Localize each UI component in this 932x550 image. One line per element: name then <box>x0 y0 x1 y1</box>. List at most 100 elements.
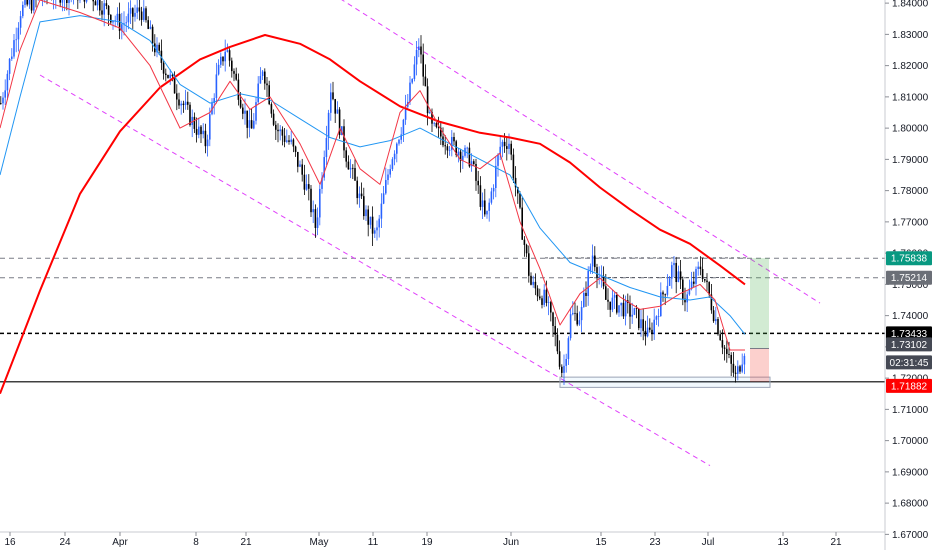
candle-body <box>466 147 468 149</box>
candle-body <box>574 312 576 314</box>
candle-body <box>338 109 341 136</box>
candle-body <box>660 292 662 317</box>
candle-body <box>706 280 708 283</box>
candle-body <box>624 300 627 317</box>
candle-body <box>233 71 235 74</box>
candle-body <box>180 103 182 106</box>
candle <box>501 139 504 158</box>
candle <box>33 0 35 14</box>
candle-body <box>688 288 691 295</box>
candle-body <box>30 0 33 11</box>
candle <box>167 74 169 79</box>
candle <box>231 57 233 78</box>
candle <box>77 0 79 9</box>
candle-body <box>646 327 649 337</box>
candle <box>283 127 286 148</box>
candle <box>631 302 633 324</box>
candle <box>13 34 15 59</box>
candle-body <box>640 319 642 329</box>
candle <box>125 16 127 33</box>
candle-body <box>532 281 534 285</box>
candle-body <box>259 75 262 84</box>
candle <box>732 351 735 377</box>
candle <box>323 150 325 181</box>
candle <box>191 109 193 138</box>
candle-body <box>497 154 499 166</box>
candle <box>264 68 266 90</box>
candle-body <box>380 203 383 219</box>
price-tick-label: 1.70000 <box>892 436 929 447</box>
candle <box>2 92 4 110</box>
candle <box>484 188 486 217</box>
candle-body <box>563 365 565 373</box>
candle <box>495 156 497 198</box>
candle <box>497 153 499 177</box>
candle <box>673 255 675 278</box>
candle-body <box>112 20 114 23</box>
target-price-label-text: 1.75838 <box>891 254 928 265</box>
candle <box>448 146 451 156</box>
candle-body <box>299 164 301 167</box>
candle <box>712 306 715 323</box>
candle-body <box>506 146 508 149</box>
candle <box>79 0 81 4</box>
candle-body <box>59 0 61 3</box>
candle-body <box>376 227 378 231</box>
candle <box>338 107 341 139</box>
candle <box>369 216 372 229</box>
candle <box>550 300 552 322</box>
candle <box>492 184 495 200</box>
candle <box>561 364 563 378</box>
mid-level-price-label-text: 1.73433 <box>891 329 928 340</box>
candle <box>99 0 101 16</box>
candle <box>28 0 31 9</box>
candle-body <box>503 141 506 147</box>
candle <box>420 35 422 64</box>
candle-body <box>481 200 484 207</box>
candle <box>655 315 658 325</box>
time-tick-label: 11 <box>368 537 379 548</box>
candle-body <box>536 288 539 297</box>
plot-area[interactable] <box>0 0 885 467</box>
candle-body <box>24 0 26 5</box>
candle-body <box>297 151 299 167</box>
candle <box>140 6 143 26</box>
candle-body <box>244 110 246 114</box>
candle <box>211 98 213 116</box>
candle-body <box>169 74 171 78</box>
candle <box>371 206 374 246</box>
candle <box>299 160 301 168</box>
candle-body <box>327 112 330 139</box>
price-tick-label: 1.67000 <box>892 530 929 541</box>
candle-body <box>231 60 233 72</box>
candle <box>704 278 706 283</box>
candle <box>580 300 583 333</box>
candle-body <box>138 7 141 12</box>
candle <box>327 109 330 150</box>
candle-body <box>6 73 9 91</box>
candle <box>510 140 512 161</box>
candle-body <box>495 165 497 188</box>
price-tick-label: 1.83000 <box>892 30 929 41</box>
stop-price-label: 1.71882 <box>886 378 932 393</box>
candle-body <box>200 126 202 135</box>
candle-body <box>226 50 229 52</box>
price-tick-label: 1.69000 <box>892 467 929 478</box>
candle <box>598 266 600 285</box>
candle <box>668 276 671 286</box>
candle-body <box>653 319 655 335</box>
candle <box>26 0 28 7</box>
candle-body <box>418 46 420 50</box>
candle <box>136 0 138 20</box>
candle-body <box>569 314 572 339</box>
candle <box>642 308 644 341</box>
upper-level-price-label: 1.75214 <box>886 270 932 285</box>
candle <box>116 7 119 26</box>
candle <box>55 0 57 9</box>
candle <box>132 7 134 29</box>
candle <box>24 0 26 8</box>
price-tick-label: 1.79000 <box>892 155 929 166</box>
time-axis[interactable]: 16 24 Apr 8 21 May 11 19 Jun 15 23 Jul 13 21 <box>0 531 885 548</box>
candle <box>602 266 605 290</box>
